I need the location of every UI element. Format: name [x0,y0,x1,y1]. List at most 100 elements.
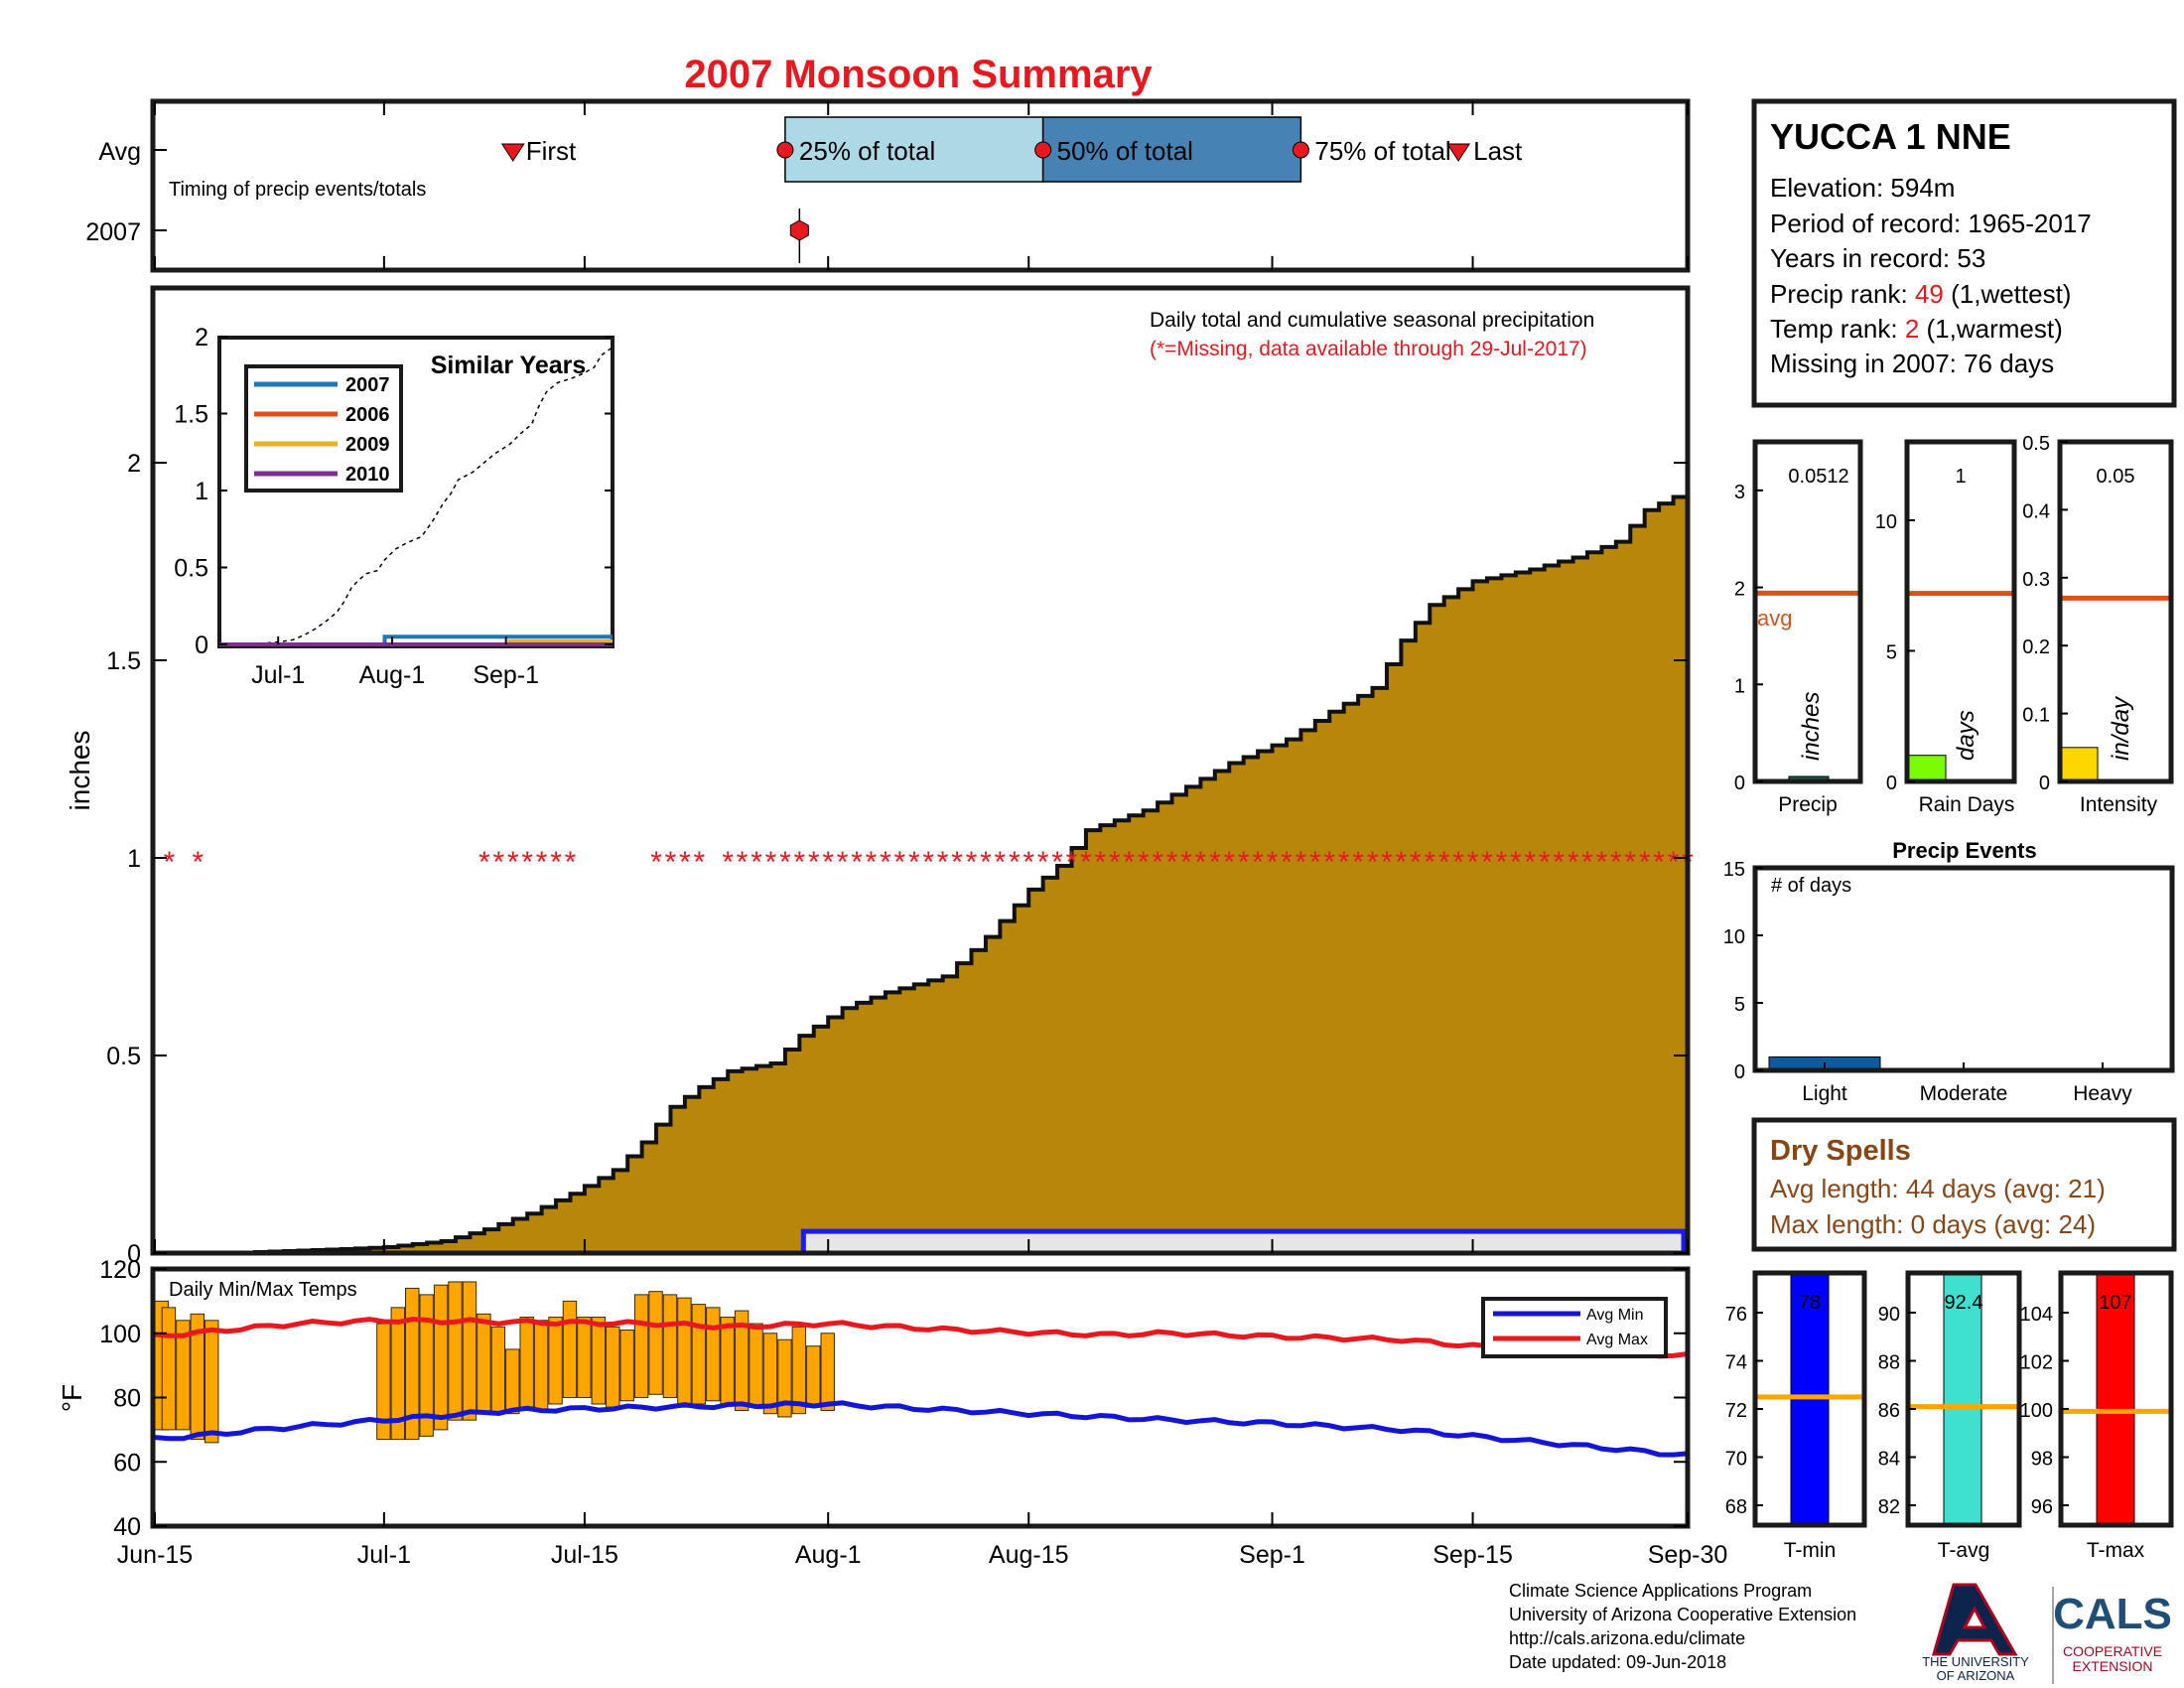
main-ytick-label: 0.5 [106,1043,141,1070]
temps-ytick-label: 80 [113,1385,141,1413]
station-years: Years in record: 53 [1770,243,1985,273]
missing-day-marker: * [794,846,806,879]
missing-day-marker: * [980,846,992,879]
inset-ytick-label: 1.5 [174,401,208,429]
mini-ytick-label: 0 [2039,773,2050,794]
daily-temp-range-bar [161,1307,177,1431]
date-xtick-label: Sep-1 [1239,1541,1305,1569]
daily-temp-range-bar [734,1310,750,1411]
main-note: Daily total and cumulative seasonal prec… [1150,309,1594,332]
main-ytick-label: 1.5 [106,647,141,675]
temp-stat-ytick-label: 74 [1725,1352,1747,1374]
daily-temp-range-bar [591,1317,607,1405]
first-marker [500,143,525,162]
station-missing: Missing in 2007: 76 days [1770,349,2054,378]
missing-day-marker: * [1066,846,1078,879]
intensity-mini-panel: 0 0.1 0.2 0.3 0.4 0.5 0.05 in/day Intensity [2022,433,2174,816]
missing-day-marker: * [536,846,548,879]
mini-ytick-label: 0.2 [2022,636,2050,658]
arizona-a-logo-icon [1932,1583,2018,1656]
tmin-bar [1790,1274,1830,1526]
missing-day-marker: * [1568,846,1579,879]
missing-day-marker: * [1553,846,1565,879]
similar-years-inset: 0 0.5 1 1.5 2 Jul-1 Aug-1 Sep-1 Similar Years 2… [174,324,614,689]
event-category-label: Heavy [2073,1082,2132,1105]
missing-day-marker: * [1438,846,1450,879]
events-title: Precip Events [1892,838,2037,863]
daily-temp-range-bar [548,1317,563,1405]
precip-avg-label: avg [1757,606,1792,631]
missing-day-marker: * [650,846,662,879]
precip-mini-panel: 0 1 2 3 0.0512 avg inches Precip [1734,439,1863,816]
events-ytick-label: 0 [1734,1061,1745,1083]
station-temp-rank: Temp rank: 2 (1,warmest) [1770,314,2063,344]
main-ylabel: inches [65,731,95,811]
mini-ytick-label: 1 [1734,675,1745,697]
station-name: YUCCA 1 NNE [1770,116,2011,157]
missing-day-marker: * [908,846,920,879]
raindays-unit: days [1953,710,1979,761]
last-label: Last [1473,136,1523,166]
mini-ytick-label: 2 [1734,579,1745,601]
missing-day-marker: * [1396,846,1408,879]
temps-ylabel: °F [57,1384,87,1412]
footer-line4: Date updated: 09-Jun-2018 [1509,1652,1726,1672]
missing-day-marker: * [679,846,691,879]
q50-label: 50% of total [1057,136,1193,166]
intensity-bar [2059,747,2099,782]
missing-day-marker: * [1309,846,1321,879]
temp-stat-ytick-label: 104 [2020,1304,2053,1326]
temp-stat-ytick-label: 76 [1725,1304,1747,1326]
timing-row-year: 2007 [85,218,141,246]
missing-day-marker: * [1080,846,1092,879]
main-precip-panel: * * * * * * * * * * * * * * * * * * * * * * * * * * * * * * * * * * * * * * * *… [65,285,1694,1268]
missing-day-marker: * [1624,846,1636,879]
university-of-arizona-logo: THE UNIVERSITY OF ARIZONA CALS COOPERATI… [1922,1583,2172,1684]
daily-temp-range-bar [419,1294,434,1437]
first-label: First [526,136,577,166]
missing-day-marker: * [1367,846,1379,879]
temp-stat-ytick-label: 98 [2031,1449,2053,1471]
temp-stats-panels: 68 70 72 74 76 78 T-min 82 84 86 88 90 92.4 T-av… [1725,1270,2174,1562]
daily-temp-range-bar [562,1300,578,1398]
missing-day-marker: * [478,846,490,879]
ua-line2: OF ARIZONA [1937,1668,2015,1683]
date-xtick-label: Aug-1 [795,1541,862,1569]
inset-xtick-label: Aug-1 [359,661,426,689]
date-xtick-label: Jun-15 [117,1541,193,1569]
main-ytick-label: 1 [127,845,141,873]
missing-day-marker: * [1424,846,1435,879]
event-category-label: Light [1802,1082,1847,1105]
missing-day-marker: * [1381,846,1393,879]
similar-legend-entry: 2009 [345,434,390,456]
missing-day-marker: * [693,846,705,879]
missing-day-marker: * [665,846,677,879]
figure-title: 2007 Monsoon Summary [684,53,1153,96]
events-ytick-label: 10 [1723,926,1745,948]
missing-day-marker: * [722,846,734,879]
missing-day-marker: * [1539,846,1551,879]
daily-temp-range-bar [633,1294,649,1399]
missing-day-marker: * [1410,846,1422,879]
mini-ytick-label: 0 [1734,773,1745,794]
daily-temp-range-bar [806,1345,821,1408]
q25-label: 25% of total [799,136,935,166]
missing-day-marker: * [1338,846,1350,879]
missing-day-marker: * [937,846,949,879]
missing-day-marker: * [1496,846,1508,879]
dry-title: Dry Spells [1770,1135,1911,1167]
daily-temp-range-bar [662,1294,678,1399]
daily-temp-range-bar [205,1320,219,1444]
tmin-value: 78 [1799,1292,1821,1314]
daily-temp-range-bar [606,1326,620,1408]
ua-line1: THE UNIVERSITY [1922,1654,2029,1669]
dry-avg: Avg length: 44 days (avg: 21) [1770,1174,2106,1203]
main-ytick-label: 2 [127,450,141,478]
temps-ytick-label: 100 [99,1321,141,1348]
missing-day-marker: * [922,846,934,879]
daily-temp-range-bar [477,1313,491,1415]
daily-temp-range-bar [749,1323,763,1408]
inset-xtick-label: Sep-1 [473,661,539,689]
daily-temp-range-bar [648,1291,663,1395]
missing-day-marker: * [894,846,906,879]
